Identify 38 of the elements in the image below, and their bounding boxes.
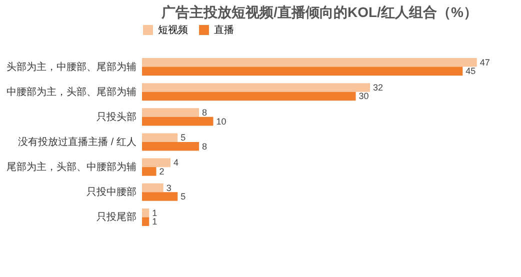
data-label: 45 (466, 66, 476, 76)
data-label: 47 (480, 57, 490, 68)
y-tick-label: 中腰部为主，头部、尾部为辅 (6, 86, 136, 98)
y-tick-label: 没有投放过直播主播 / 红人 (18, 136, 136, 148)
data-label: 30 (358, 91, 369, 102)
bar (142, 116, 214, 126)
bar (142, 142, 200, 151)
bar (142, 92, 356, 101)
legend-label: 直播 (214, 24, 234, 36)
data-label: 10 (216, 116, 226, 126)
bar (142, 66, 463, 76)
data-label: 1 (152, 216, 158, 227)
bar (142, 217, 150, 226)
bar (142, 58, 477, 67)
y-tick-label: 头部为主，中腰部、尾部为辅 (6, 60, 136, 73)
legend-label: 短视频 (158, 24, 188, 36)
y-tick-label: 尾部为主，头部、中腰部为辅 (6, 161, 136, 174)
bar (142, 208, 150, 218)
bar (142, 108, 200, 117)
y-tick-label: 只投头部 (96, 110, 136, 123)
y-tick-label: 只投中腰部 (86, 186, 136, 198)
data-label: 3 (166, 182, 172, 193)
bar (142, 133, 178, 142)
chart-title: 广告主投放短视频/直播倾向的KOL/红人组合（%） (160, 4, 478, 20)
bar (142, 192, 178, 201)
bar (142, 158, 171, 168)
bar (142, 167, 156, 176)
y-tick-label: 只投尾部 (96, 211, 136, 224)
data-label: 5 (180, 132, 186, 143)
data-label: 8 (202, 108, 208, 118)
bar (142, 183, 164, 192)
data-label: 4 (174, 158, 179, 168)
data-label: 32 (373, 82, 384, 92)
bar (142, 83, 370, 92)
data-label: 5 (180, 192, 186, 202)
data-label: 8 (202, 141, 208, 152)
data-label: 2 (159, 166, 164, 176)
data-label: 1 (152, 208, 158, 218)
